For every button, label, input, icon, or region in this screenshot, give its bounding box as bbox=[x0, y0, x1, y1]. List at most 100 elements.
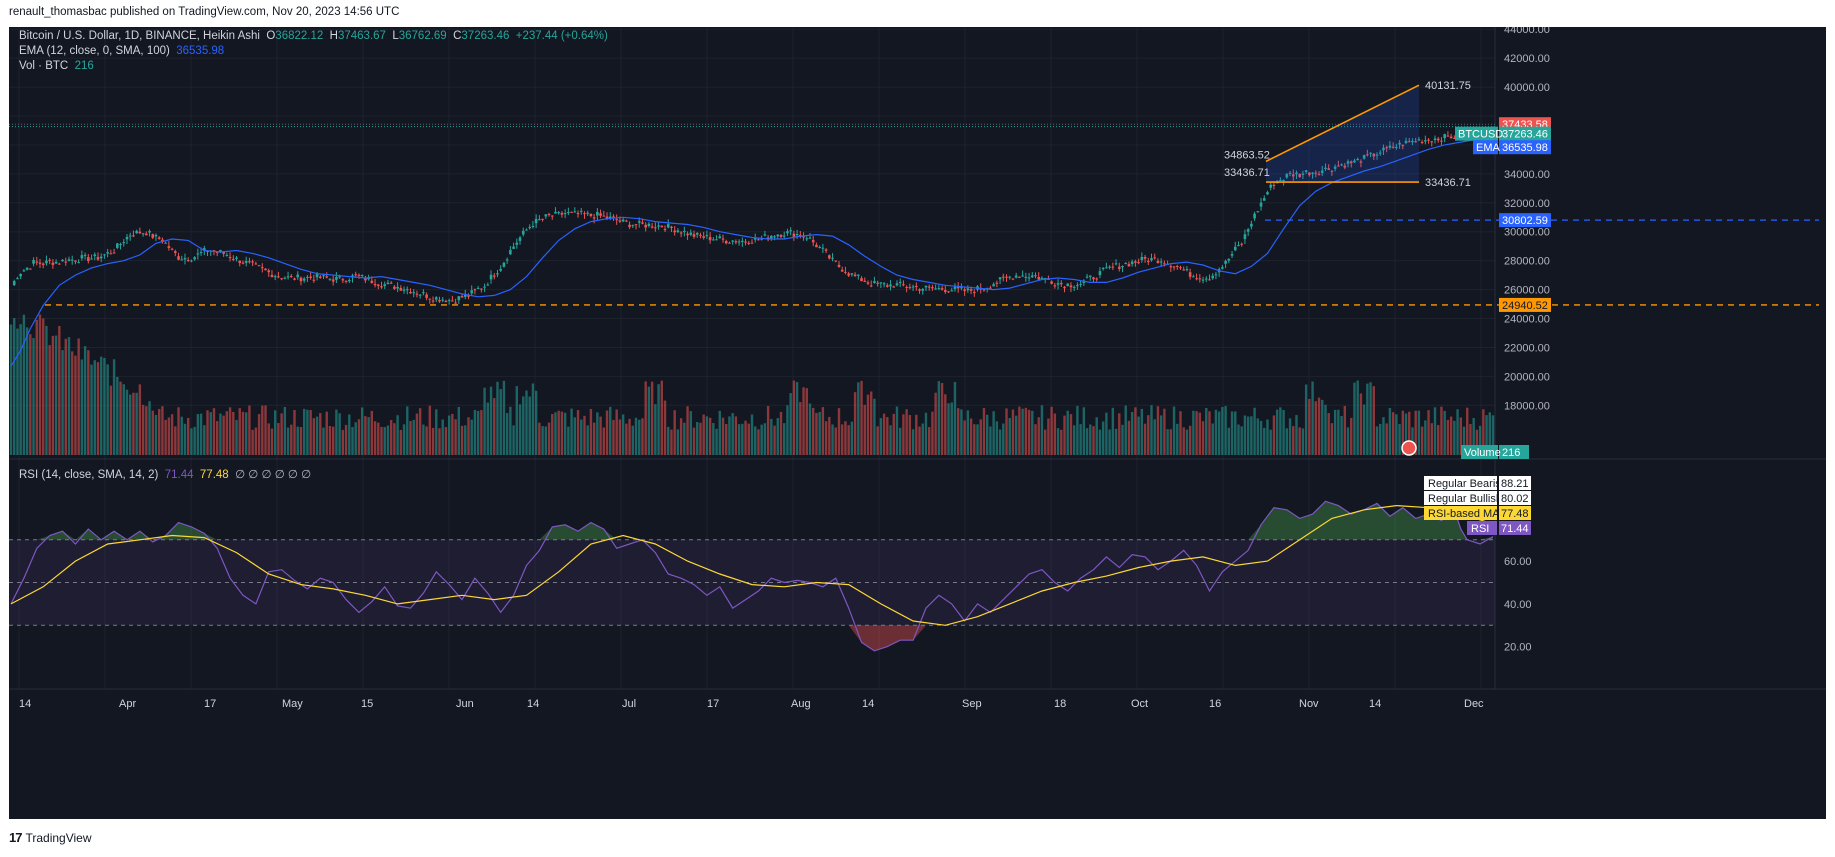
candle-body bbox=[338, 276, 341, 278]
volume-bar bbox=[744, 420, 747, 455]
volume-bar bbox=[193, 426, 196, 455]
candle-body bbox=[344, 280, 348, 282]
volume-bar bbox=[1462, 426, 1466, 455]
chart-frame[interactable]: 40131.75 33436.71 34863.52 33436.71 44000.00… bbox=[9, 27, 1826, 819]
candle-body bbox=[731, 240, 734, 242]
candle-body bbox=[583, 213, 586, 215]
candle-body bbox=[982, 289, 986, 291]
volume-bar bbox=[1337, 409, 1340, 455]
candle-body bbox=[686, 233, 689, 236]
rsi-bearish-tag-label-bg bbox=[1424, 476, 1497, 490]
candle-body bbox=[1301, 173, 1305, 175]
volume-bar bbox=[599, 416, 602, 455]
volume-bar bbox=[998, 429, 1002, 455]
volume-bar bbox=[879, 418, 883, 455]
time-tick-label: May bbox=[282, 698, 303, 710]
candle-body bbox=[373, 283, 377, 286]
volume-bar bbox=[528, 396, 531, 455]
volume-bar bbox=[1224, 406, 1227, 455]
candle-body bbox=[38, 262, 42, 264]
time-tick-label: 14 bbox=[19, 698, 31, 710]
volume-bar bbox=[844, 421, 847, 455]
candle-body bbox=[1327, 168, 1330, 170]
volume-bar bbox=[1127, 420, 1131, 455]
volume-bar bbox=[1475, 429, 1479, 455]
volume-bar bbox=[1108, 429, 1111, 455]
volume-bar bbox=[457, 406, 461, 455]
ema-tag-bg bbox=[1473, 140, 1498, 155]
candle-body bbox=[1230, 254, 1234, 256]
volume-bar bbox=[412, 419, 415, 455]
volume-bar bbox=[960, 409, 963, 455]
candle-body bbox=[850, 273, 854, 275]
candle-body bbox=[1324, 167, 1327, 169]
candle-body bbox=[998, 277, 1002, 280]
candle-body bbox=[1343, 165, 1347, 168]
volume-bar bbox=[1053, 413, 1057, 455]
volume-bar bbox=[1459, 417, 1462, 455]
candle-body bbox=[966, 288, 970, 291]
volume-bar bbox=[841, 424, 844, 455]
volume-bar bbox=[264, 405, 267, 455]
volume-bar bbox=[1288, 418, 1292, 455]
time-tick-label: Jul bbox=[622, 698, 636, 710]
volume-bar bbox=[789, 393, 792, 455]
volume-bar bbox=[505, 413, 509, 455]
volume-bar bbox=[90, 364, 93, 455]
candle-body bbox=[434, 297, 438, 300]
volume-bar bbox=[557, 410, 560, 455]
volume-bar bbox=[757, 429, 760, 455]
candle-body bbox=[451, 300, 454, 302]
volume-bar bbox=[29, 334, 32, 455]
volume-bar bbox=[1308, 398, 1311, 455]
volume-bar bbox=[1466, 407, 1469, 455]
volume-bar bbox=[905, 409, 908, 455]
ema-legend[interactable]: EMA (12, close, 0, SMA, 100) 36535.98 bbox=[19, 45, 224, 57]
volume-bar bbox=[1427, 410, 1430, 455]
candle-body bbox=[19, 273, 22, 277]
candle-body bbox=[1320, 170, 1324, 173]
candle-body bbox=[128, 235, 132, 237]
volume-bar bbox=[96, 362, 100, 455]
volume-bar bbox=[116, 376, 119, 455]
time-tick-label: 18 bbox=[1054, 698, 1066, 710]
volume-bar bbox=[605, 410, 609, 455]
candle-body bbox=[306, 276, 309, 278]
volume-bar bbox=[783, 423, 786, 455]
candle-body bbox=[109, 253, 113, 255]
candle-body bbox=[782, 235, 786, 237]
candle-body bbox=[1340, 164, 1343, 166]
candle-body bbox=[1224, 260, 1227, 264]
volume-bar bbox=[1201, 421, 1205, 455]
volume-legend[interactable]: Vol · BTC 216 bbox=[19, 60, 94, 72]
candle-body bbox=[715, 239, 718, 241]
level-blue-tag: 30802.59 bbox=[1502, 215, 1548, 227]
volume-bar bbox=[389, 420, 393, 455]
candle-body bbox=[244, 260, 248, 263]
volume-bar bbox=[480, 410, 483, 455]
volume-bar bbox=[1350, 417, 1353, 455]
candle-body bbox=[621, 219, 625, 222]
candle-body bbox=[1356, 158, 1359, 161]
rsi-legend[interactable]: RSI (14, close, SMA, 14, 2) 71.44 77.48 … bbox=[19, 467, 311, 481]
volume-bar bbox=[860, 380, 863, 455]
candle-body bbox=[1221, 267, 1224, 269]
candle-body bbox=[1098, 271, 1102, 276]
price-chart[interactable]: 40131.75 33436.71 34863.52 33436.71 44000.00… bbox=[9, 27, 1826, 819]
volume-bar bbox=[399, 429, 403, 455]
volume-bar bbox=[834, 427, 837, 455]
candle-body bbox=[1101, 268, 1105, 270]
rsi-ma-tag-value: 77.48 bbox=[1501, 508, 1529, 520]
candle-body bbox=[644, 224, 647, 228]
candle-body bbox=[1121, 265, 1124, 268]
volume-bar bbox=[1195, 411, 1198, 455]
candle-body bbox=[541, 218, 544, 220]
candle-body bbox=[25, 267, 29, 270]
price-tick-label: 18000.00 bbox=[1504, 400, 1550, 412]
h-label: H bbox=[329, 30, 338, 42]
volume-bar bbox=[1185, 429, 1189, 455]
candle-body bbox=[1117, 266, 1121, 269]
volume-bar bbox=[554, 412, 557, 455]
candle-body bbox=[747, 242, 751, 244]
candle-body bbox=[228, 257, 232, 259]
